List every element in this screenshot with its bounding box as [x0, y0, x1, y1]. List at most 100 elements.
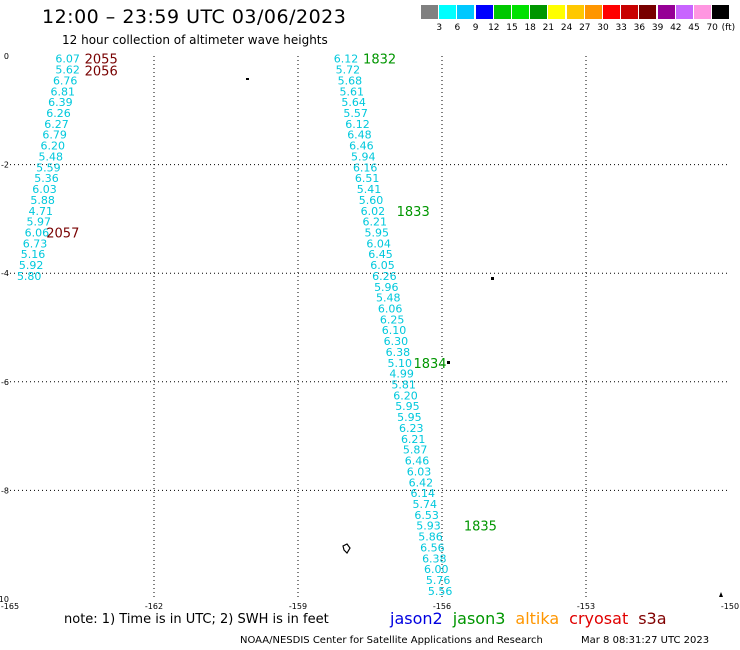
wave-height-value: 6.73 [23, 237, 48, 250]
wave-height-value: 6.21 [401, 433, 426, 446]
satellite-name: jason3 [452, 609, 506, 628]
legend-tick-label: 6 [454, 23, 461, 33]
legend-tick-label: 21 [542, 23, 555, 33]
wave-height-value: 5.95 [397, 411, 422, 424]
wave-height-value: 5.74 [412, 498, 437, 511]
x-tick-label: -150 [721, 602, 739, 610]
time-label: 2055 [85, 53, 118, 68]
wave-height-value: 5.68 [338, 74, 363, 87]
wave-height-value: 5.64 [341, 96, 366, 109]
wave-height-value: 6.56 [420, 541, 445, 554]
wave-height-value: 5.76 [426, 574, 451, 587]
island-marker [246, 78, 249, 80]
wave-height-value: 6.46 [349, 140, 374, 153]
legend-swatch [675, 5, 693, 19]
wave-height-value: 6.06 [378, 302, 403, 315]
wave-height-value: 6.05 [370, 259, 395, 272]
wave-height-value: 4.71 [28, 205, 53, 218]
legend-swatch [530, 5, 548, 19]
wave-height-value: 6.04 [366, 237, 391, 250]
legend-swatch [621, 5, 639, 19]
track-layer: 6.075.626.766.816.396.266.276.796.205.48… [17, 53, 452, 598]
legend-tick-label: 30 [597, 23, 609, 33]
time-label: 1834 [413, 357, 446, 372]
x-tick-label: -156 [433, 602, 451, 610]
credit-line: NOAA/NESDIS Center for Satellite Applica… [240, 635, 543, 646]
wave-height-value: 6.46 [405, 455, 430, 468]
time-label: 2057 [46, 226, 79, 241]
legend-swatch [566, 5, 584, 19]
satellite-name: s3a [638, 609, 667, 628]
wave-height-value: 6.12 [345, 118, 370, 131]
wave-height-value: 6.12 [334, 53, 359, 66]
wave-height-value: 5.95 [364, 226, 389, 239]
wave-height-value: 5.87 [403, 444, 428, 457]
legend-tick-label: 9 [472, 23, 479, 33]
wave-height-value: 5.93 [416, 520, 441, 533]
legend-swatch [457, 5, 475, 19]
wave-height-value: 5.97 [27, 216, 52, 229]
wave-height-value: 5.48 [39, 150, 64, 163]
island-marker [719, 592, 723, 597]
legend-swatch [603, 5, 620, 19]
satellite-name: altika [515, 609, 560, 628]
wave-height-value: 5.80 [17, 270, 42, 283]
chart-subtitle: 12 hour collection of altimeter wave hei… [62, 33, 328, 47]
wave-height-value: 6.06 [25, 226, 50, 239]
wave-height-value: 6.53 [414, 509, 439, 522]
wave-height-value: 6.81 [51, 85, 76, 98]
wave-height-value: 5.88 [30, 194, 55, 207]
axis-layer: -165 -162 -159 -156 -153 -150 0 -2 -4 -6 -8 -10 [0, 52, 739, 610]
generated-timestamp: Mar 8 08:31:27 UTC 2023 [581, 635, 710, 646]
time-label: 1833 [397, 205, 430, 220]
wave-height-value: 6.48 [347, 129, 372, 142]
wave-height-value: 6.30 [384, 335, 409, 348]
wave-height-value: 5.59 [36, 161, 61, 174]
wave-height-value: 5.94 [351, 150, 376, 163]
chart-title: 12:00 – 23:59 UTC 03/06/2023 [42, 6, 347, 28]
x-tick-label: -153 [577, 602, 595, 610]
legend-swatch [694, 5, 711, 19]
wave-height-value: 6.26 [46, 107, 71, 120]
legend-swatch [512, 5, 529, 19]
legend-tick-label: 36 [633, 23, 646, 33]
legend-tick-label: 45 [688, 23, 700, 33]
wave-height-value: 6.39 [48, 96, 73, 109]
wave-height-value: 6.20 [393, 389, 418, 402]
y-tick-label: -10 [0, 595, 9, 604]
wave-height-value: 6.16 [353, 161, 378, 174]
legend-swatch [639, 5, 657, 19]
wave-height-value: 5.57 [343, 107, 368, 120]
legend-swatch [475, 5, 493, 19]
wave-height-value: 6.23 [399, 422, 424, 435]
wave-height-value: 5.10 [388, 357, 413, 370]
legend-unit: (ft) [721, 23, 736, 33]
wave-height-plot: -165 -162 -159 -156 -153 -150 0 -2 -4 -6 -8 -10 6.0… [0, 52, 739, 610]
wave-height-value: 6.02 [361, 205, 386, 218]
y-tick-label: -4 [1, 269, 9, 278]
x-tick-label: -162 [145, 602, 163, 610]
y-tick-label: -6 [1, 378, 9, 387]
wave-height-value: 5.72 [336, 64, 361, 77]
wave-height-value: 6.38 [386, 346, 411, 359]
wave-height-value: 5.95 [395, 400, 420, 413]
wave-height-value: 6.00 [424, 563, 449, 576]
legend-tick-label: 70 [706, 23, 718, 33]
x-tick-label: -165 [1, 602, 19, 610]
satellite-name: cryosat [569, 609, 629, 628]
wave-height-value: 6.10 [382, 324, 407, 337]
legend-tick-label: 24 [560, 23, 573, 33]
wave-height-value: 5.81 [391, 379, 416, 392]
time-label: 1832 [363, 53, 396, 68]
y-tick-label: -2 [1, 161, 9, 170]
satellite-name: jason2 [390, 609, 443, 628]
legend-swatch [584, 5, 602, 19]
footer-note: note: 1) Time is in UTC; 2) SWH is in fe… [64, 612, 329, 627]
legend-tick-label: 39 [651, 23, 664, 33]
x-tick-label: -159 [289, 602, 307, 610]
wave-height-value: 5.92 [19, 259, 44, 272]
grid-layer [10, 56, 730, 599]
wave-height-value: 5.36 [34, 172, 59, 185]
wave-height-value: 6.79 [42, 129, 67, 142]
